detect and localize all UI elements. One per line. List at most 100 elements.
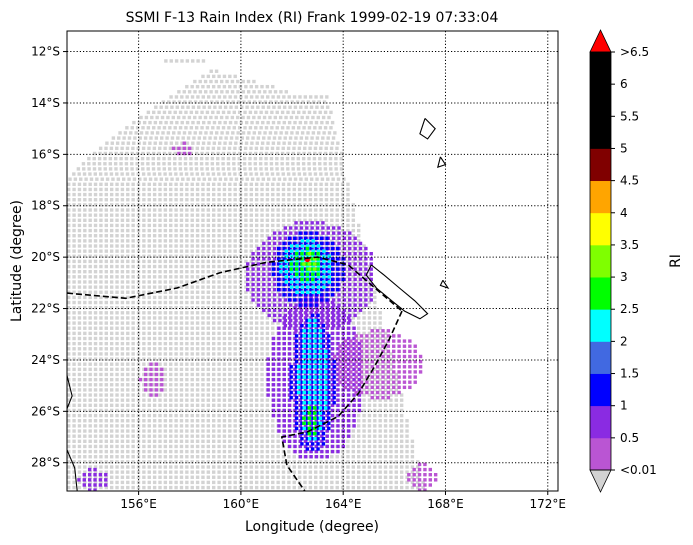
swath-pixel: [217, 398, 221, 402]
swath-pixel: [265, 234, 270, 238]
rain-pixel: [369, 293, 373, 297]
rain-pixel: [256, 303, 261, 307]
swath-pixel: [93, 470, 98, 474]
swath-pixel: [99, 285, 103, 289]
swath-pixel: [190, 213, 194, 217]
swath-pixel: [278, 115, 283, 120]
swath-pixel: [316, 115, 320, 120]
swath-pixel: [201, 398, 205, 402]
swath-pixel: [233, 347, 237, 351]
swath-pixel: [99, 408, 103, 413]
swath-pixel: [169, 228, 173, 233]
swath-pixel: [222, 218, 227, 222]
swath-pixel: [234, 177, 239, 181]
swath-pixel: [237, 167, 242, 171]
swath-pixel: [222, 408, 227, 413]
swath-pixel: [340, 223, 345, 228]
swath-pixel: [189, 162, 193, 166]
swath-pixel: [88, 352, 92, 356]
swath-pixel: [292, 285, 296, 289]
swath-pixel: [104, 449, 108, 454]
swath-pixel: [201, 84, 205, 89]
swath-pixel: [206, 182, 211, 187]
swath-pixel: [367, 439, 372, 444]
swath-pixel: [158, 357, 162, 361]
swath-pixel: [234, 105, 239, 109]
swath-pixel: [109, 213, 114, 217]
swath-pixel: [109, 480, 114, 485]
swath-pixel: [260, 280, 264, 284]
swath-pixel: [228, 311, 232, 315]
swath-pixel: [260, 419, 264, 423]
swath-pixel: [152, 151, 156, 156]
swath-pixel: [330, 275, 334, 279]
swath-pixel: [83, 408, 87, 413]
rain-pixel: [262, 241, 266, 246]
swath-pixel: [88, 275, 92, 279]
swath-pixel: [201, 393, 205, 397]
swath-pixel: [314, 192, 318, 197]
swath-pixel: [120, 413, 125, 418]
swath-pixel: [83, 341, 87, 346]
swath-pixel: [163, 465, 168, 469]
swath-pixel: [271, 84, 275, 89]
swath-pixel: [99, 269, 103, 274]
swath-pixel: [160, 136, 164, 140]
swath-pixel: [241, 90, 246, 94]
swath-pixel: [254, 182, 259, 187]
swath-pixel: [115, 398, 119, 402]
swath-pixel: [238, 444, 243, 449]
swath-pixel: [167, 167, 172, 171]
swath-pixel: [193, 100, 198, 104]
swath-pixel: [254, 223, 259, 228]
rain-pixel: [353, 308, 357, 312]
swath-pixel: [211, 480, 216, 485]
swath-pixel: [195, 341, 200, 346]
swath-pixel: [179, 234, 184, 238]
swath-pixel: [190, 182, 194, 187]
swath-pixel: [179, 372, 184, 377]
swath-pixel: [222, 413, 227, 418]
swath-pixel: [362, 316, 366, 320]
swath-pixel: [238, 264, 243, 269]
swath-pixel: [260, 485, 264, 490]
swath-pixel: [83, 388, 87, 392]
swath-pixel: [104, 305, 108, 310]
swath-pixel: [351, 203, 356, 207]
swath-pixel: [72, 264, 76, 269]
swath-pixel: [254, 249, 259, 253]
rain-pixel: [320, 326, 324, 330]
swath-pixel: [77, 259, 82, 264]
rain-pixel: [326, 313, 330, 318]
swath-pixel: [148, 120, 152, 125]
swath-pixel: [185, 434, 189, 438]
swath-pixel: [362, 275, 366, 279]
swath-pixel: [233, 275, 237, 279]
swath-pixel: [174, 455, 178, 459]
swath-pixel: [131, 444, 135, 449]
swath-pixel: [174, 95, 179, 99]
swath-pixel: [271, 192, 275, 197]
swath-pixel: [259, 167, 263, 171]
swath-pixel: [131, 408, 135, 413]
swath-pixel: [271, 141, 276, 145]
swath-pixel: [276, 470, 280, 474]
swath-pixel: [281, 203, 286, 207]
swath-pixel: [77, 480, 82, 485]
swath-pixel: [265, 305, 270, 310]
swath-pixel: [223, 120, 227, 125]
rain-pixel: [293, 352, 297, 356]
swath-pixel: [265, 341, 270, 346]
swath-pixel: [367, 285, 372, 289]
swath-pixel: [190, 434, 194, 438]
swath-pixel: [394, 424, 398, 428]
rain-pixel: [325, 336, 329, 341]
swath-pixel: [126, 316, 130, 320]
swath-pixel: [356, 321, 361, 325]
swath-pixel: [201, 413, 205, 418]
rain-pixel: [331, 236, 336, 240]
swath-pixel: [67, 455, 71, 459]
swath-pixel: [195, 311, 200, 315]
swath-pixel: [126, 187, 130, 192]
swath-pixel: [152, 424, 157, 428]
